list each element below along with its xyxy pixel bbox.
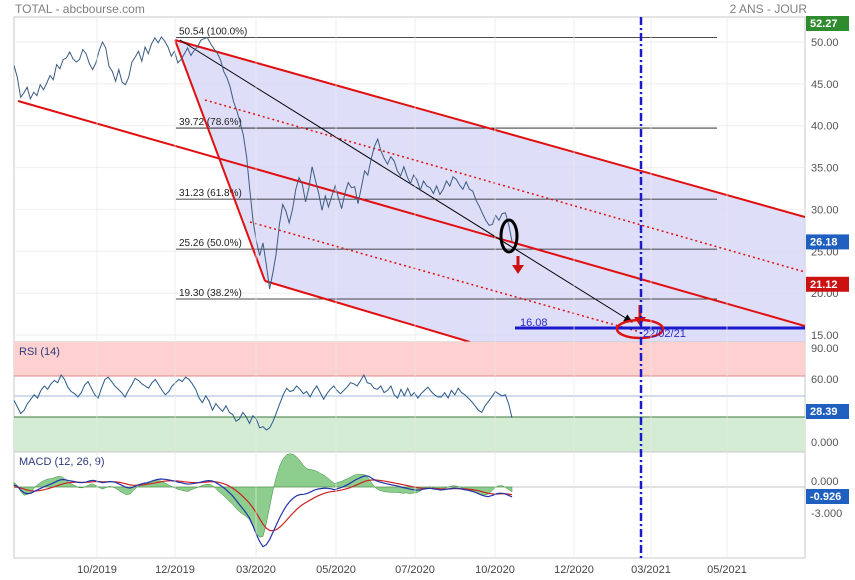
rsi-tick-label: 0.000: [811, 437, 839, 449]
time-tick-label: 07/2020: [395, 564, 435, 576]
projection-arrow-line: [179, 39, 633, 323]
rsi-tick-label: 60.00: [811, 374, 839, 386]
price-badge: 21.12: [806, 276, 849, 292]
macd-title: MACD (12, 26, 9): [19, 456, 105, 468]
price-badge: 26.18: [806, 234, 849, 250]
time-axis: 10/2019 12/2019 03/2020 05/2020 07/2020 10/20…: [77, 17, 747, 576]
fibonacci-levels: 50.54 (100.0%) 39.72 (78.6%) 31.23 (61.8%)…: [176, 26, 717, 300]
svg-text:21.12: 21.12: [810, 279, 838, 291]
chart-period-label: 2 ANS - JOUR: [729, 2, 807, 16]
price-panel: 50.54 (100.0%) 39.72 (78.6%) 31.23 (61.8%)…: [13, 15, 849, 343]
macd-tick-label: -3.000: [811, 508, 842, 520]
price-badges: 52.27 26.18 21.12: [806, 15, 849, 292]
macd-panel: MACD (12, 26, 9) 0.000 -3.000 -0.926: [13, 451, 849, 559]
target-value-label: 16.08: [520, 317, 548, 329]
time-tick-label: 10/2019: [77, 564, 117, 576]
fib-level-label: 50.54 (100.0%): [179, 26, 247, 37]
channel-left-line: [174, 39, 266, 282]
price-tick-label: 25.00: [811, 246, 839, 258]
price-tick-label: 50.00: [811, 37, 839, 49]
time-tick-label: 03/2020: [236, 564, 276, 576]
rsi-badge: 28.39: [806, 404, 849, 419]
macd-badge: -0.926: [806, 489, 849, 504]
time-tick-label: 12/2020: [554, 564, 594, 576]
fib-level-label: 25.26 (50.0%): [179, 238, 242, 249]
regression-channel-fill: [175, 40, 805, 342]
fib-level-label: 31.23 (61.8%): [179, 188, 242, 199]
channel-upper-line: [174, 39, 805, 218]
rsi-oversold-zone: [14, 417, 805, 452]
fib-level-label: 19.30 (38.2%): [179, 288, 242, 299]
price-tick-label: 30.00: [811, 204, 839, 216]
macd-axis: 0.000 -3.000 -0.926: [806, 476, 849, 520]
svg-text:52.27: 52.27: [810, 18, 838, 30]
price-tick-label: 15.00: [811, 330, 839, 342]
highlight-ellipse: [499, 218, 519, 254]
time-tick-label: 12/2019: [155, 564, 195, 576]
channel-lower-line: [264, 280, 471, 342]
channel-dotted-upper: [204, 99, 805, 273]
svg-text:-0.926: -0.926: [810, 491, 841, 503]
rsi-title: RSI (14): [19, 346, 60, 358]
time-tick-label: 05/2021: [707, 564, 747, 576]
rsi-axis: 90.00 60.00 0.000 28.39: [806, 343, 849, 449]
svg-text:28.39: 28.39: [810, 406, 838, 418]
support-trendline: [17, 100, 805, 327]
price-tick-label: 35.00: [811, 163, 839, 175]
price-tick-label: 40.00: [811, 121, 839, 133]
fib-level-label: 39.72 (78.6%): [179, 117, 242, 128]
price-badge: 52.27: [806, 15, 849, 31]
rsi-tick-label: 90.00: [811, 343, 839, 355]
time-tick-label: 05/2020: [316, 564, 356, 576]
chart-source-title: TOTAL - abcbourse.com: [15, 2, 145, 16]
down-arrow-icon: [512, 256, 524, 274]
rsi-panel: RSI (14) 90.00 60.00 0.000 28.39: [13, 341, 849, 453]
svg-text:26.18: 26.18: [810, 236, 838, 248]
rsi-overbought-zone: [14, 342, 805, 376]
macd-tick-label: 0.000: [811, 476, 839, 488]
price-tick-label: 45.00: [811, 79, 839, 91]
target-date-label: 22/02/21: [643, 328, 686, 340]
time-tick-label: 03/2021: [631, 564, 671, 576]
time-tick-label: 10/2020: [475, 564, 515, 576]
